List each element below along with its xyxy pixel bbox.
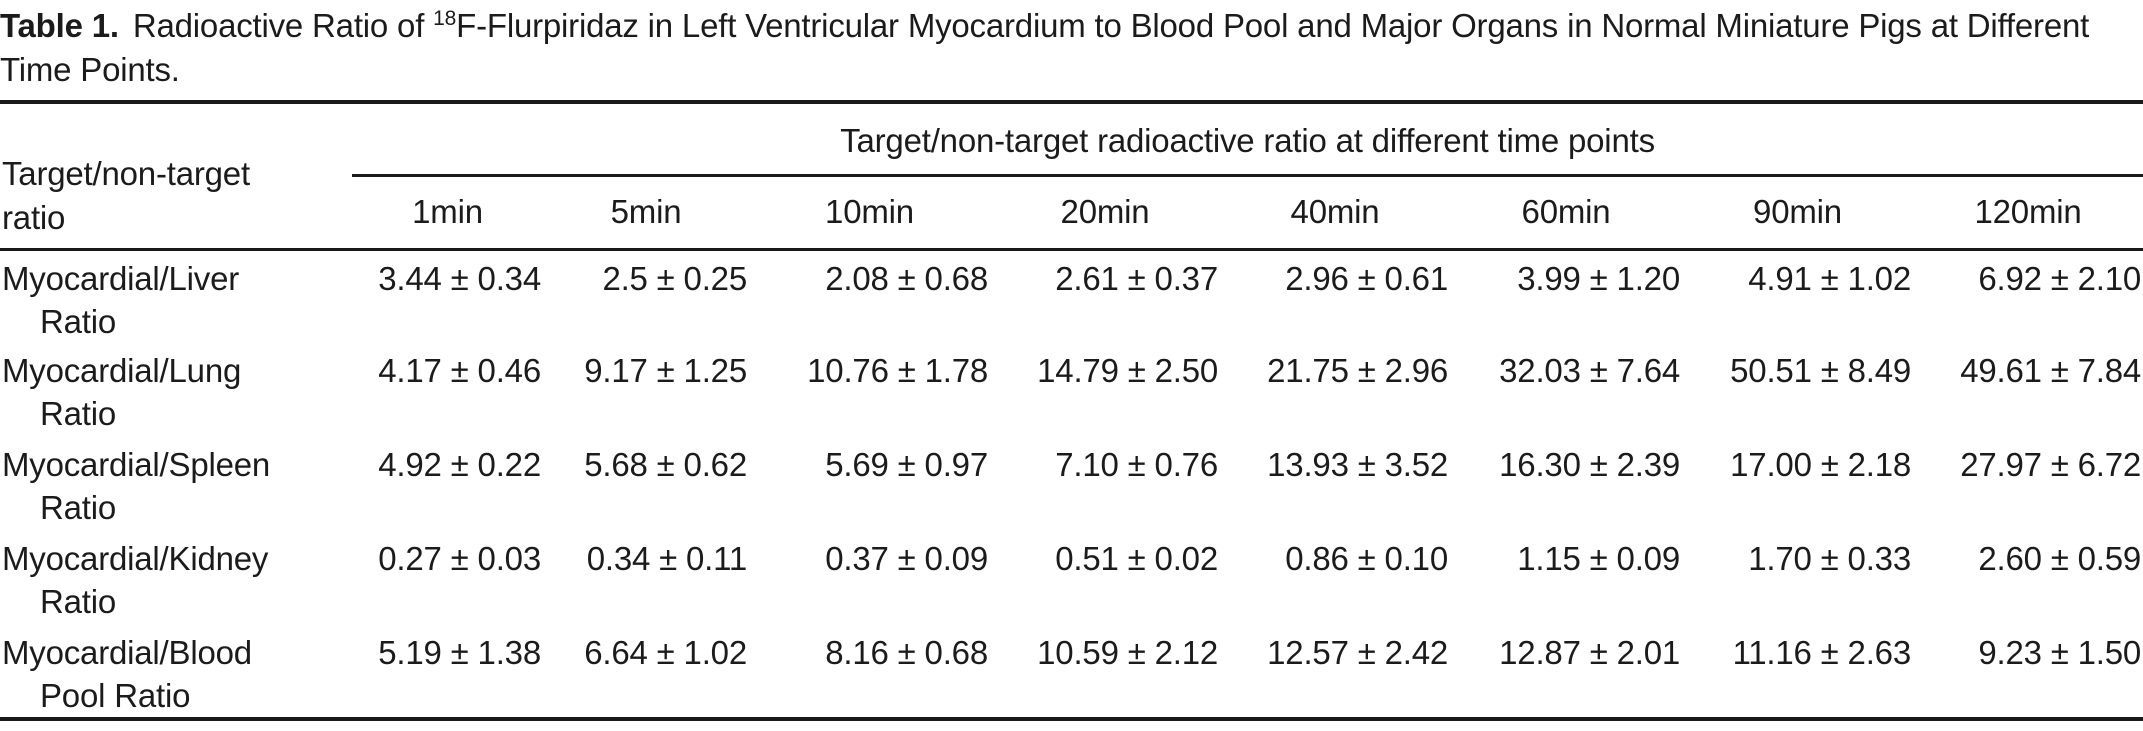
time-header-row: 1min 5min 10min 20min 40min 60min 90min … <box>0 175 2143 251</box>
stub-header-line1: Target/non-target <box>2 154 250 192</box>
table-caption-text-after: F-Flurpiridaz in Left Ventricular Myocar… <box>0 7 2090 88</box>
row-label: Myocardial/Lung Ratio <box>2 352 242 432</box>
value-cell: 10.59 ± 2.12 <box>1037 634 1218 671</box>
table-row-myocardial-lung: Myocardial/Lung Ratio 4.17 ± 0.46 9.17 ±… <box>0 343 2143 437</box>
time-point-header-10min: 10min <box>749 175 990 251</box>
time-point-header-90min: 90min <box>1682 175 1913 251</box>
value-cell: 2.61 ± 0.37 <box>1055 259 1218 297</box>
value-cell: 11.16 ± 2.63 <box>1732 634 1912 671</box>
time-point-header-60min: 60min <box>1450 175 1682 251</box>
value-cell: 13.93 ± 3.52 <box>1267 446 1448 483</box>
radioactive-ratio-table: Target/non-target ratio Target/non-targe… <box>0 100 2143 721</box>
value-cell: 4.17 ± 0.46 <box>378 352 541 389</box>
stub-header: Target/non-target ratio <box>0 102 352 251</box>
isotope-superscript: 18 <box>433 7 457 30</box>
value-cell: 2.96 ± 0.61 <box>1285 259 1448 297</box>
column-group-header: Target/non-target radioactive ratio at d… <box>352 102 2143 177</box>
value-cell: 27.97 ± 6.72 <box>1960 446 2142 483</box>
value-cell: 2.5 ± 0.25 <box>602 259 747 297</box>
stub-header-line2: ratio <box>2 198 66 236</box>
value-cell: 50.51 ± 8.49 <box>1730 352 1911 389</box>
value-cell: 5.19 ± 1.38 <box>378 634 541 671</box>
group-header-row: Target/non-target ratio Target/non-targe… <box>0 102 2143 251</box>
table-caption-label: Table 1. <box>0 7 119 44</box>
table-row-myocardial-blood-pool: Myocardial/Blood Pool Ratio 5.19 ± 1.38 … <box>0 625 2143 719</box>
value-cell: 0.86 ± 0.10 <box>1285 540 1448 577</box>
value-cell: 0.51 ± 0.02 <box>1055 540 1218 577</box>
value-cell: 6.64 ± 1.02 <box>584 634 747 671</box>
table-caption: Table 1. Radioactive Ratio of 18F-Flurpir… <box>0 0 2143 92</box>
value-cell: 3.99 ± 1.20 <box>1517 259 1680 297</box>
value-cell: 1.70 ± 0.33 <box>1748 540 1911 577</box>
value-cell: 7.10 ± 0.76 <box>1055 446 1218 483</box>
value-cell: 12.57 ± 2.42 <box>1267 634 1448 671</box>
time-point-header-5min: 5min <box>543 175 749 251</box>
value-cell: 2.08 ± 0.68 <box>825 259 988 297</box>
value-cell: 1.15 ± 0.09 <box>1517 540 1680 577</box>
value-cell: 21.75 ± 2.96 <box>1267 352 1448 389</box>
value-cell: 0.37 ± 0.09 <box>825 540 988 577</box>
row-label: Myocardial/Liver Ratio <box>2 259 240 340</box>
time-point-header-1min: 1min <box>352 175 543 251</box>
value-cell: 0.34 ± 0.11 <box>586 540 747 577</box>
table-row-myocardial-liver: Myocardial/Liver Ratio 3.44 ± 0.34 2.5 ±… <box>0 249 2143 343</box>
table-row-myocardial-kidney: Myocardial/Kidney Ratio 0.27 ± 0.03 0.34… <box>0 531 2143 625</box>
value-cell: 5.68 ± 0.62 <box>584 446 747 483</box>
table-caption-text-before: Radioactive Ratio of <box>132 7 434 44</box>
row-label: Myocardial/Kidney Ratio <box>2 540 269 620</box>
value-cell: 17.00 ± 2.18 <box>1730 446 1911 483</box>
value-cell: 49.61 ± 7.84 <box>1960 352 2142 389</box>
value-cell: 9.23 ± 1.50 <box>1978 634 2142 671</box>
value-cell: 0.27 ± 0.03 <box>378 540 541 577</box>
value-cell: 3.44 ± 0.34 <box>378 259 541 297</box>
value-cell: 4.92 ± 0.22 <box>378 446 541 483</box>
time-point-header-40min: 40min <box>1220 175 1450 251</box>
value-cell: 4.91 ± 1.02 <box>1748 259 1911 297</box>
value-cell: 9.17 ± 1.25 <box>584 352 747 389</box>
row-label: Myocardial/Spleen Ratio <box>2 446 271 526</box>
time-point-header-20min: 20min <box>990 175 1220 251</box>
value-cell: 10.76 ± 1.78 <box>807 352 988 389</box>
value-cell: 6.92 ± 2.10 <box>1978 259 2142 297</box>
value-cell: 5.69 ± 0.97 <box>825 446 988 483</box>
value-cell: 16.30 ± 2.39 <box>1499 446 1680 483</box>
row-label: Myocardial/Blood Pool Ratio <box>2 634 252 714</box>
value-cell: 32.03 ± 7.64 <box>1499 352 1680 389</box>
value-cell: 2.60 ± 0.59 <box>1978 540 2142 577</box>
value-cell: 14.79 ± 2.50 <box>1037 352 1218 389</box>
time-point-header-120min: 120min <box>1913 175 2143 251</box>
value-cell: 12.87 ± 2.01 <box>1499 634 1680 671</box>
table-row-myocardial-spleen: Myocardial/Spleen Ratio 4.92 ± 0.22 5.68… <box>0 437 2143 531</box>
value-cell: 8.16 ± 0.68 <box>825 634 988 671</box>
